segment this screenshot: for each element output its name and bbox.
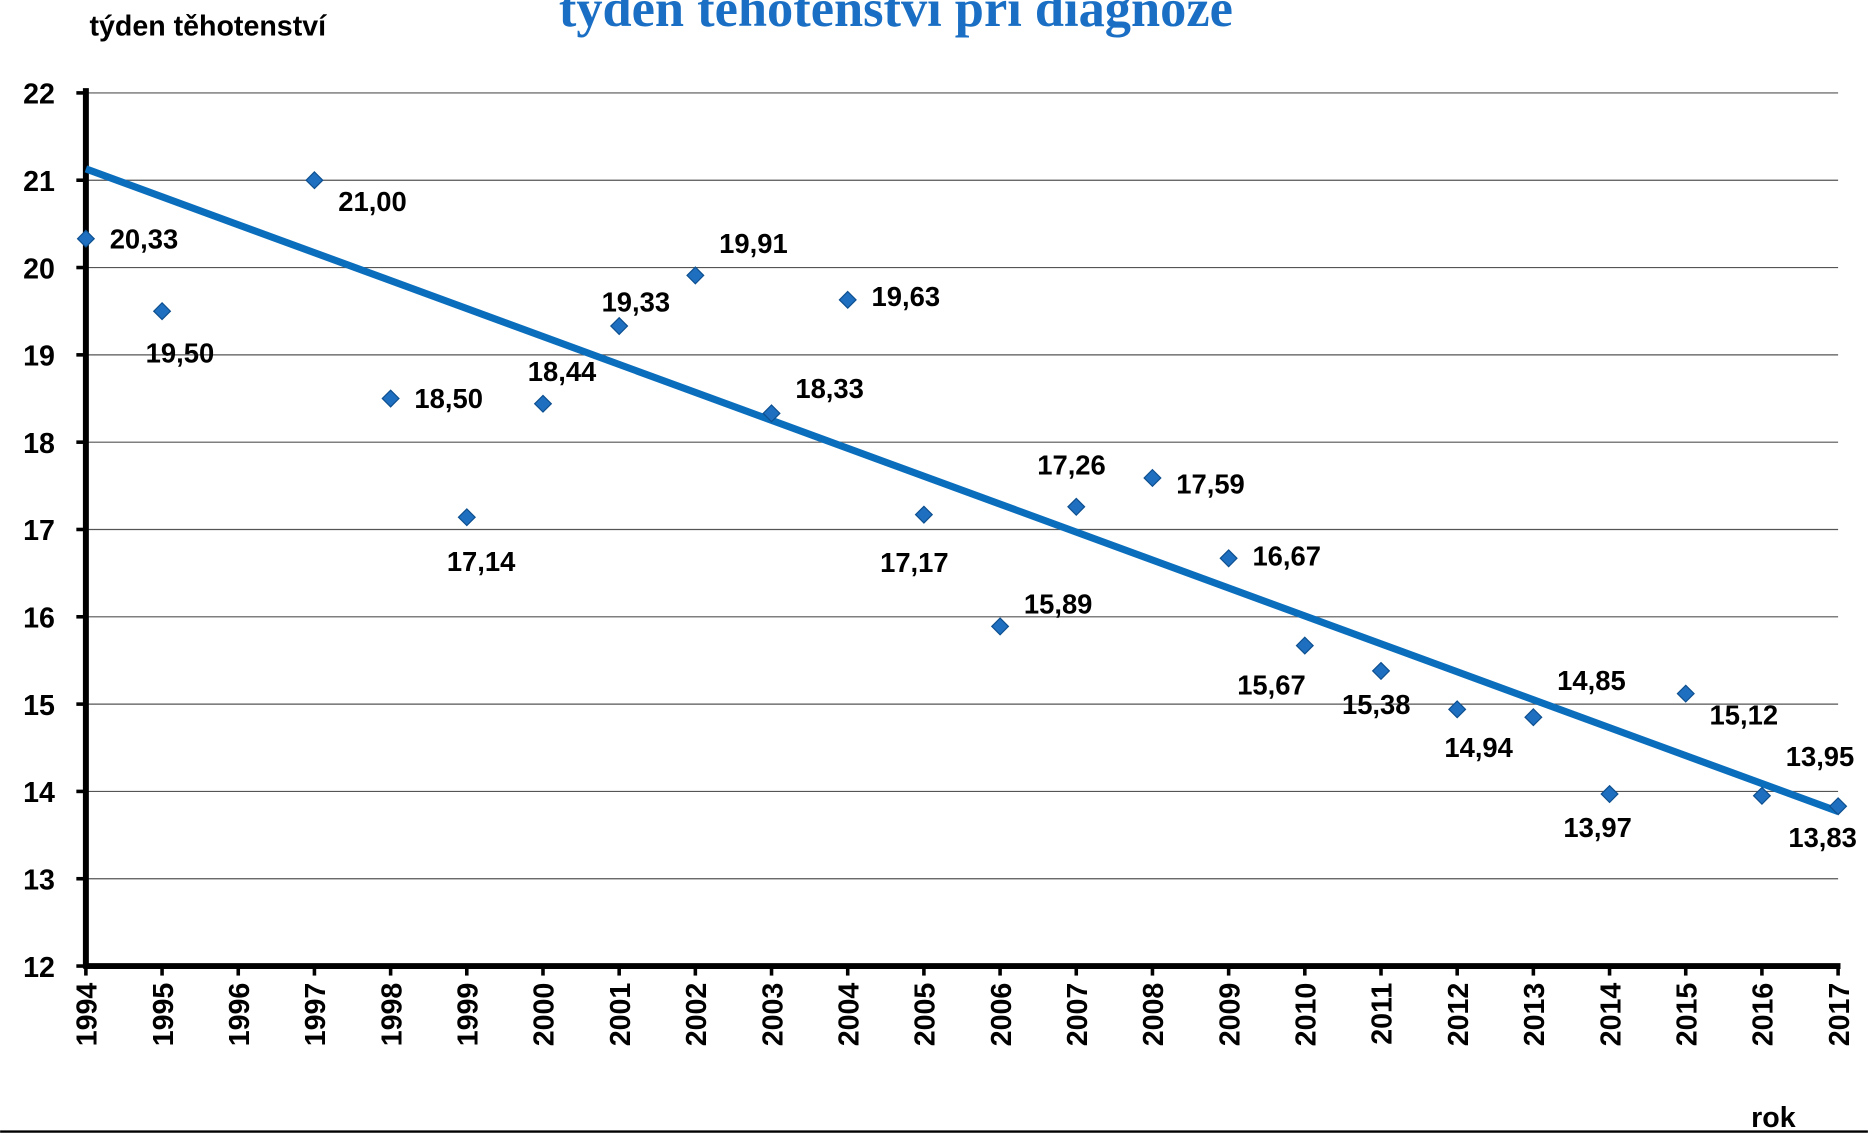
x-tick-label: 2017 [1824,983,1856,1047]
x-tick-label: 1996 [224,983,256,1047]
x-tick-label: 2007 [1062,983,1094,1047]
data-label: 18,50 [414,383,483,414]
point [457,508,476,527]
x-tick-label: 2002 [681,983,713,1047]
data-label: 15,12 [1710,700,1779,731]
data-label: 19,50 [146,337,215,368]
point [533,394,553,413]
data-label: 16,67 [1252,540,1321,571]
y-tick-label: 20 [23,253,55,285]
x-tick-label: 2008 [1138,983,1170,1047]
point [152,302,172,321]
y-tick-label: 16 [23,603,55,635]
x-tick-label: 1999 [453,983,485,1047]
point [914,505,934,524]
x-tick-label: 2001 [605,983,637,1047]
data-label: 13,97 [1563,812,1632,843]
chart-title: týden těhotenství při diagnóze [559,0,1233,38]
point [686,266,705,285]
data-label: 15,89 [1024,588,1093,619]
point [1524,708,1543,727]
point [1371,661,1391,681]
x-tick-label: 2015 [1671,983,1703,1047]
data-label: 14,85 [1557,665,1626,696]
x-tick-label: 2011 [1367,983,1399,1045]
x-tick-label: 2005 [910,983,942,1047]
x-tick-label: 2000 [529,983,561,1047]
point [76,229,96,248]
data-label: 20,33 [110,223,179,254]
point [1067,497,1086,516]
point [762,404,781,423]
point [305,171,324,190]
x-tick-label: 2010 [1291,983,1323,1047]
x-tick-label: 2013 [1519,983,1551,1047]
point [381,389,400,408]
data-label: 18,44 [528,356,597,387]
point [1600,784,1619,804]
x-tick-label: 2004 [833,983,865,1047]
y-tick-label: 19 [23,341,55,373]
data-label: 17,17 [880,547,949,578]
y-tick-label: 12 [23,952,55,984]
x-tick-label: 1995 [148,983,180,1047]
data-label: 13,83 [1788,822,1857,853]
y-tick-label: 17 [23,515,55,547]
point [609,316,629,336]
y-axis-label: týden těhotenství [89,11,327,43]
data-label: 19,63 [872,281,941,312]
data-label: 15,38 [1342,689,1411,720]
point [1828,797,1848,816]
data-label: 19,33 [602,287,671,318]
data-label: 14,94 [1444,732,1513,763]
point [838,290,857,310]
x-tick-label: 2003 [757,983,789,1047]
data-label: 15,67 [1237,669,1306,700]
y-tick-label: 18 [23,428,55,460]
y-tick-label: 14 [23,777,55,809]
x-tick-label: 1994 [72,983,104,1047]
x-tick-label: 2016 [1748,983,1780,1047]
x-axis-label: rok [1751,1102,1796,1134]
data-label: 17,59 [1176,468,1245,499]
point [1752,786,1772,805]
y-tick-label: 22 [23,79,55,111]
x-tick-label: 1998 [376,983,408,1047]
point [990,617,1010,636]
y-tick-label: 13 [23,864,55,896]
x-tick-label: 2006 [986,983,1018,1047]
data-label: 19,91 [719,228,788,259]
x-tick-label: 2009 [1214,983,1246,1047]
point [1219,549,1238,568]
y-tick-label: 21 [23,166,55,198]
x-tick-label: 2014 [1595,983,1627,1047]
data-label: 17,14 [447,546,516,577]
data-label: 17,26 [1037,450,1106,481]
data-label: 18,33 [795,373,864,404]
data-label: 13,95 [1786,741,1855,772]
data-label: 21,00 [338,186,407,217]
point [1295,636,1314,655]
trendline [84,165,1840,815]
y-tick-label: 15 [23,690,55,722]
point [1448,700,1467,719]
x-tick-label: 2012 [1443,983,1475,1047]
point [1676,684,1695,703]
point [1143,468,1162,488]
x-tick-label: 1997 [300,983,332,1047]
